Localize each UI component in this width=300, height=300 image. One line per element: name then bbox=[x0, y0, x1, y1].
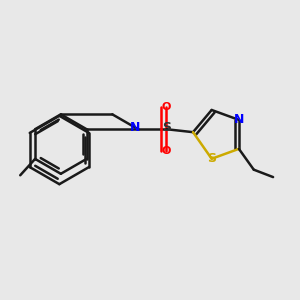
Text: N: N bbox=[130, 121, 140, 134]
Text: N: N bbox=[234, 113, 244, 126]
Text: S: S bbox=[207, 152, 216, 165]
Text: S: S bbox=[162, 121, 171, 134]
Text: O: O bbox=[162, 102, 171, 112]
Text: O: O bbox=[162, 146, 171, 157]
